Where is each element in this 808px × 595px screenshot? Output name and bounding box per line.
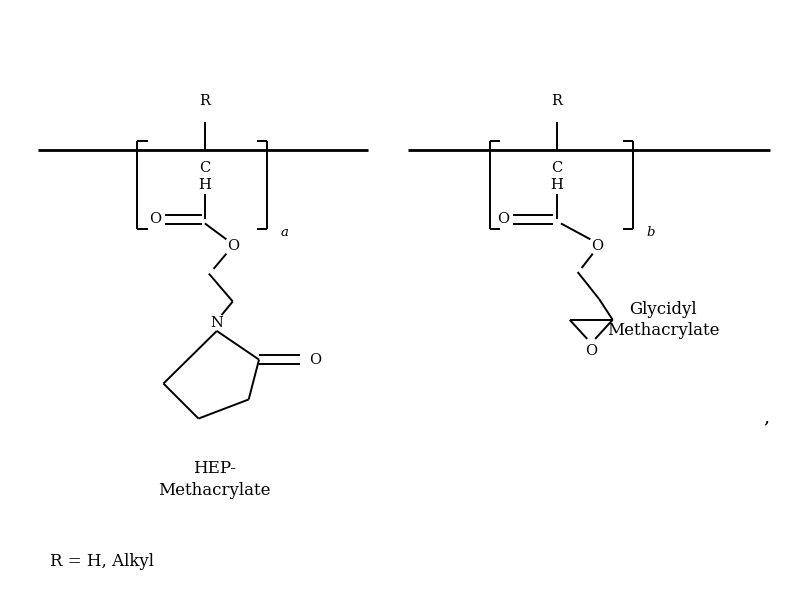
Text: b: b: [646, 227, 655, 239]
Text: C: C: [200, 161, 211, 175]
Text: Glycidyl: Glycidyl: [629, 301, 696, 318]
Text: R = H, Alkyl: R = H, Alkyl: [49, 553, 154, 571]
Text: H: H: [550, 178, 563, 192]
Text: HEP-: HEP-: [193, 461, 236, 477]
Text: ,: ,: [764, 408, 769, 426]
Text: O: O: [591, 239, 603, 253]
Text: N: N: [210, 316, 223, 330]
Text: Methacrylate: Methacrylate: [607, 322, 719, 340]
Text: O: O: [309, 353, 321, 367]
Text: H: H: [199, 178, 211, 192]
Text: a: a: [280, 227, 288, 239]
Text: R: R: [552, 94, 562, 108]
Text: O: O: [585, 344, 597, 358]
Text: Methacrylate: Methacrylate: [158, 482, 271, 499]
Text: O: O: [227, 239, 239, 253]
Text: R: R: [200, 94, 210, 108]
Text: C: C: [551, 161, 562, 175]
Text: O: O: [149, 212, 162, 227]
Text: O: O: [498, 212, 510, 227]
